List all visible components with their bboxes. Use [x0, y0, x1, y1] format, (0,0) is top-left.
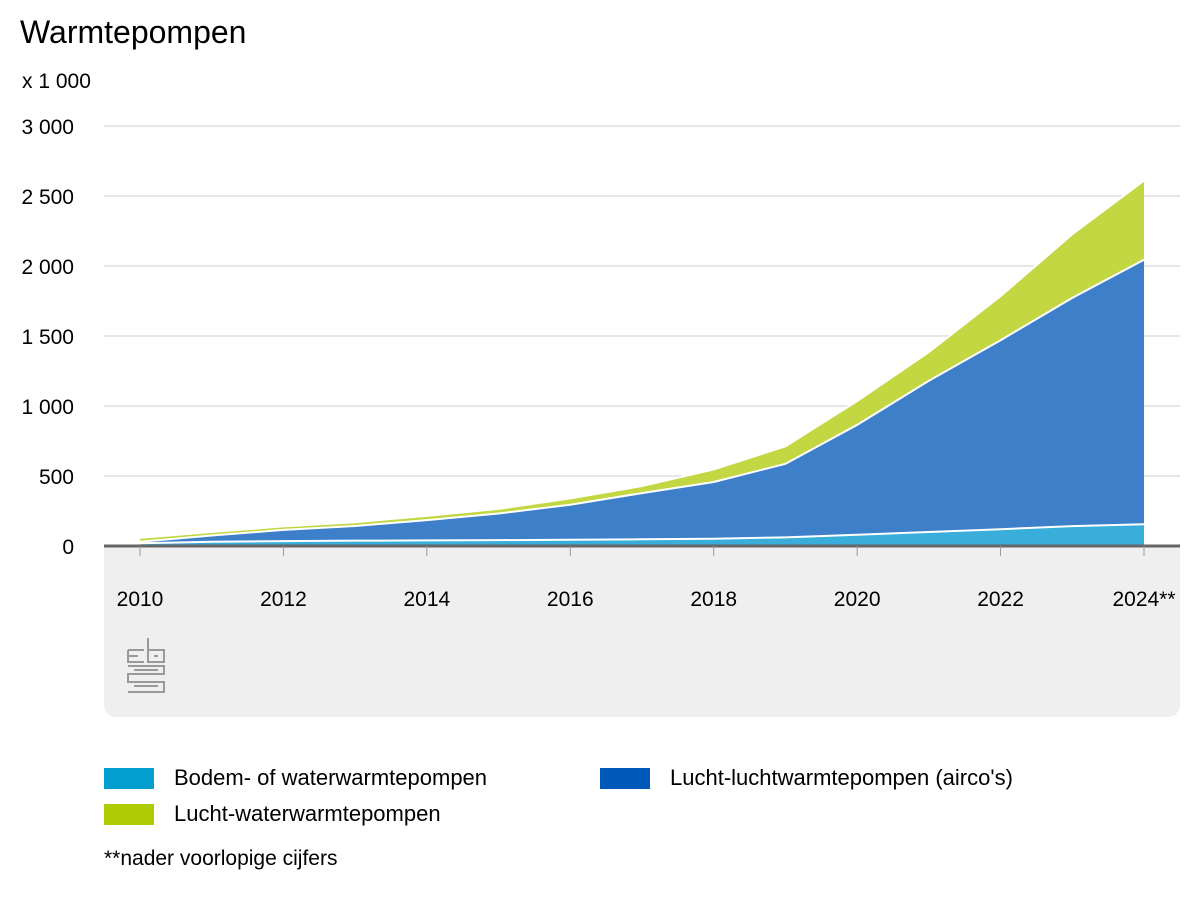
axes: 0 500 1 000 1 500 2 000 2 500 3 000 2010 2012 201… — [21, 116, 1180, 611]
y-tick-label: 1 500 — [21, 326, 74, 349]
series-line-lucht_water — [139, 179, 1145, 539]
area-lucht_water — [140, 180, 1144, 542]
x-tick-label: 2016 — [547, 588, 594, 611]
legend-swatch-lucht-water — [104, 803, 154, 825]
x-tick-label: 2014 — [403, 588, 450, 611]
x-tick-label: 2012 — [260, 588, 307, 611]
y-tick-label: 1 000 — [21, 396, 74, 419]
legend-label-bodem: Bodem- of waterwarmtepompen — [174, 765, 488, 790]
x-tick-label: 2022 — [977, 588, 1024, 611]
legend-label-lucht-water: Lucht-waterwarmtepompen — [174, 801, 441, 826]
legend-item-bodem: Bodem- of waterwarmtepompen — [104, 765, 487, 791]
legend-item-lucht-lucht: Lucht-luchtwarmtepompen (airco's) — [600, 765, 1013, 791]
footnote: **nader voorlopige cijfers — [104, 847, 338, 870]
y-tick-label: 2 000 — [21, 256, 74, 279]
y-tick-label: 0 — [62, 536, 74, 559]
x-tick-label: 2024** — [1112, 588, 1175, 611]
x-tick-label: 2020 — [834, 588, 881, 611]
chart-title: Warmtepompen — [20, 14, 247, 50]
y-tick-label: 3 000 — [21, 116, 74, 139]
y-tick-label: 2 500 — [21, 186, 74, 209]
legend-item-lucht-water: Lucht-waterwarmtepompen — [104, 801, 441, 827]
x-axis-panel — [104, 547, 1180, 717]
stacked-areas — [139, 179, 1145, 546]
cbs-logo — [126, 636, 166, 699]
legend-swatch-lucht-lucht — [600, 767, 650, 789]
x-tick-label: 2010 — [117, 588, 164, 611]
series-line-bodem — [139, 523, 1145, 545]
series-line-lucht_lucht — [139, 258, 1145, 543]
area-lucht_lucht — [140, 259, 1144, 544]
y-axis-unit-label: x 1 000 — [22, 70, 91, 93]
legend-swatch-bodem — [104, 767, 154, 789]
x-tick-label: 2018 — [690, 588, 737, 611]
legend-label-lucht-lucht: Lucht-luchtwarmtepompen (airco's) — [670, 765, 1013, 790]
y-tick-label: 500 — [39, 466, 74, 489]
